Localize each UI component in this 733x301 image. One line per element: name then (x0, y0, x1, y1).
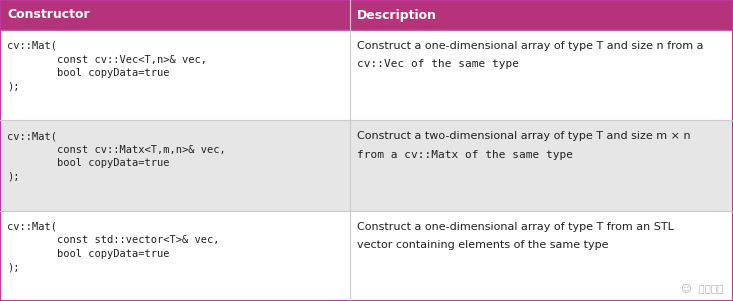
Text: bool copyData=true: bool copyData=true (7, 68, 169, 78)
Text: const cv::Vec<T,n>& vec,: const cv::Vec<T,n>& vec, (7, 54, 207, 64)
Text: Description: Description (358, 8, 438, 21)
Text: Constructor: Constructor (7, 8, 89, 21)
Bar (350, 0, 733, 30)
Bar (350, 120, 733, 211)
Text: );: ); (7, 172, 20, 182)
Bar (0, 30, 350, 120)
Text: const std::vector<T>& vec,: const std::vector<T>& vec, (7, 235, 219, 245)
Text: Construct a two-dimensional array of type T and size m × n: Construct a two-dimensional array of typ… (358, 131, 691, 141)
Text: bool copyData=true: bool copyData=true (7, 158, 169, 168)
Text: ☺  智能算法: ☺ 智能算法 (681, 283, 723, 293)
Text: Construct a one-dimensional array of type T from an STL: Construct a one-dimensional array of typ… (358, 222, 674, 232)
Bar (0, 0, 350, 30)
Text: );: ); (7, 262, 20, 272)
Text: const cv::Matx<T,m,n>& vec,: const cv::Matx<T,m,n>& vec, (7, 145, 226, 155)
Bar (350, 211, 733, 301)
Text: cv::Vec of the same type: cv::Vec of the same type (358, 59, 520, 69)
Bar (0, 120, 350, 211)
Text: cv::Mat(: cv::Mat( (7, 41, 57, 51)
Text: vector containing elements of the same type: vector containing elements of the same t… (358, 240, 609, 250)
Text: );: ); (7, 82, 20, 92)
Text: cv::Mat(: cv::Mat( (7, 131, 57, 141)
Text: cv::Mat(: cv::Mat( (7, 222, 57, 232)
Text: bool copyData=true: bool copyData=true (7, 249, 169, 259)
Text: from a cv::Matx of the same type: from a cv::Matx of the same type (358, 150, 573, 160)
Bar (350, 30, 733, 120)
Text: Construct a one-dimensional array of type T and size n from a: Construct a one-dimensional array of typ… (358, 41, 704, 51)
Bar (0, 211, 350, 301)
